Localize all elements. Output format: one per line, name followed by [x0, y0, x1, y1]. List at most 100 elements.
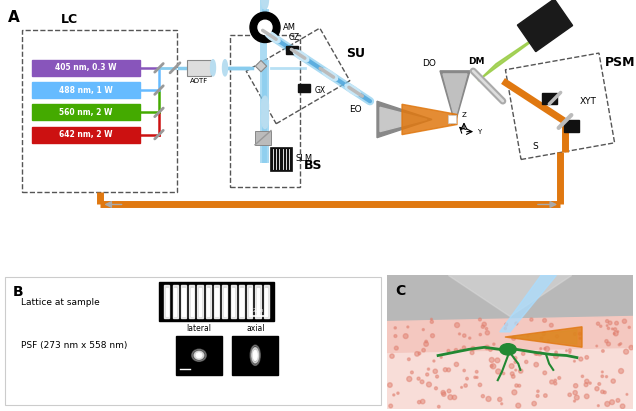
Circle shape [489, 358, 494, 363]
Circle shape [433, 360, 435, 362]
Circle shape [464, 384, 467, 387]
Circle shape [617, 331, 619, 332]
Circle shape [618, 344, 620, 346]
Text: Y: Y [477, 129, 481, 134]
Circle shape [433, 369, 438, 374]
Circle shape [584, 383, 588, 387]
Bar [181, 286, 186, 318]
Circle shape [407, 376, 411, 381]
Circle shape [605, 339, 608, 343]
Ellipse shape [194, 351, 204, 359]
Circle shape [431, 320, 433, 323]
Bar [257, 288, 259, 316]
Circle shape [536, 353, 538, 355]
Ellipse shape [223, 60, 228, 76]
Circle shape [569, 349, 571, 351]
Circle shape [389, 404, 392, 408]
Circle shape [482, 322, 487, 326]
Circle shape [601, 390, 604, 393]
Circle shape [558, 376, 561, 379]
Circle shape [612, 328, 613, 330]
Circle shape [488, 348, 492, 351]
Bar [191, 288, 193, 316]
Circle shape [605, 320, 609, 323]
Bar [239, 286, 244, 318]
Circle shape [565, 350, 567, 351]
Text: B: B [13, 286, 24, 300]
Ellipse shape [293, 50, 308, 62]
Circle shape [490, 365, 493, 367]
Ellipse shape [345, 84, 361, 96]
Circle shape [629, 345, 633, 350]
Polygon shape [387, 316, 633, 353]
Circle shape [474, 376, 476, 379]
Circle shape [574, 400, 576, 402]
Circle shape [479, 333, 481, 336]
Text: LC: LC [61, 13, 78, 26]
Circle shape [513, 356, 517, 360]
Circle shape [510, 372, 514, 376]
Bar [231, 286, 236, 318]
Bar [214, 286, 219, 318]
Circle shape [460, 349, 462, 351]
Circle shape [424, 342, 429, 346]
Bar [265, 288, 268, 316]
Text: GX: GX [314, 85, 326, 95]
Circle shape [554, 379, 556, 381]
Circle shape [485, 345, 489, 350]
Text: DO: DO [422, 59, 436, 68]
Polygon shape [380, 107, 427, 132]
Circle shape [393, 394, 395, 396]
Bar [32, 104, 140, 120]
Circle shape [478, 318, 481, 321]
Circle shape [459, 333, 460, 335]
Text: 405 nm, 0.3 W: 405 nm, 0.3 W [55, 63, 117, 72]
Circle shape [452, 395, 457, 399]
Bar [224, 288, 226, 316]
Polygon shape [478, 17, 565, 81]
Circle shape [471, 346, 475, 351]
Circle shape [490, 364, 496, 369]
Text: axial: axial [247, 324, 265, 333]
Text: SU: SU [346, 47, 365, 60]
Circle shape [417, 377, 420, 380]
Circle shape [463, 369, 466, 372]
Text: GZ: GZ [289, 33, 300, 42]
Circle shape [553, 354, 558, 358]
Circle shape [585, 356, 588, 359]
Bar [176, 336, 222, 374]
Circle shape [454, 362, 459, 367]
Circle shape [584, 379, 589, 383]
Text: 488 nm, 1 W: 488 nm, 1 W [59, 85, 113, 95]
Circle shape [447, 349, 450, 352]
Circle shape [555, 351, 557, 353]
Circle shape [602, 371, 604, 373]
Circle shape [537, 351, 542, 356]
Circle shape [598, 383, 600, 386]
Circle shape [597, 405, 599, 406]
Circle shape [460, 386, 462, 388]
Circle shape [515, 369, 516, 371]
Circle shape [408, 358, 410, 360]
Bar [190, 286, 194, 318]
Bar [255, 60, 266, 72]
Circle shape [446, 368, 450, 372]
Text: x: x [451, 120, 455, 127]
Circle shape [534, 352, 537, 355]
Text: lateral: lateral [186, 324, 212, 333]
Circle shape [397, 392, 399, 394]
Polygon shape [387, 275, 633, 321]
Circle shape [481, 395, 485, 398]
Circle shape [605, 376, 607, 378]
Circle shape [425, 340, 427, 343]
Text: SLM: SLM [295, 155, 312, 164]
Circle shape [485, 331, 490, 335]
Ellipse shape [252, 348, 259, 363]
Circle shape [574, 383, 577, 388]
Circle shape [602, 350, 604, 352]
Circle shape [589, 382, 591, 384]
Bar [247, 286, 252, 318]
Circle shape [501, 403, 502, 405]
Circle shape [540, 348, 542, 350]
Circle shape [581, 375, 584, 377]
